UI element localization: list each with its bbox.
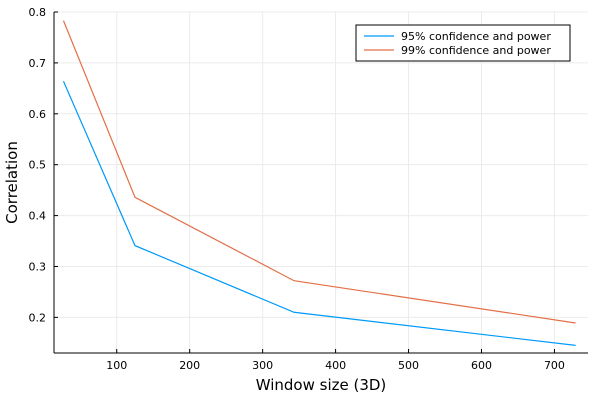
y-tick-label: 0.4 [29,210,47,223]
y-tick-label: 0.8 [29,6,47,19]
axes [53,11,588,354]
x-tick-label: 300 [252,359,273,372]
x-tick-label: 100 [106,359,127,372]
x-tick-label: 400 [325,359,346,372]
grid [54,11,588,353]
legend-label-1: 95% confidence and power [401,30,551,43]
y-tick-label: 0.6 [29,108,47,121]
y-tick-label: 0.2 [29,311,47,324]
series-line-2 [62,20,576,324]
series-lines [62,20,576,346]
series-line-1 [62,80,576,346]
tick-labels: 100 200 300 400 500 600 700 0.2 0.3 0.4 0.5 0.6 0.7 0… [29,6,565,372]
x-axis-label: Window size (3D) [256,376,387,394]
y-tick-label: 0.5 [29,159,47,172]
x-tick-label: 500 [398,359,419,372]
y-tick-label: 0.7 [29,57,47,70]
x-tick-label: 700 [544,359,565,372]
legend-label-2: 99% confidence and power [401,44,551,57]
y-axis-label: Correlation [3,141,21,224]
x-tick-label: 600 [471,359,492,372]
y-tick-label: 0.3 [29,260,47,273]
x-tick-label: 200 [179,359,200,372]
legend-box [355,24,571,62]
